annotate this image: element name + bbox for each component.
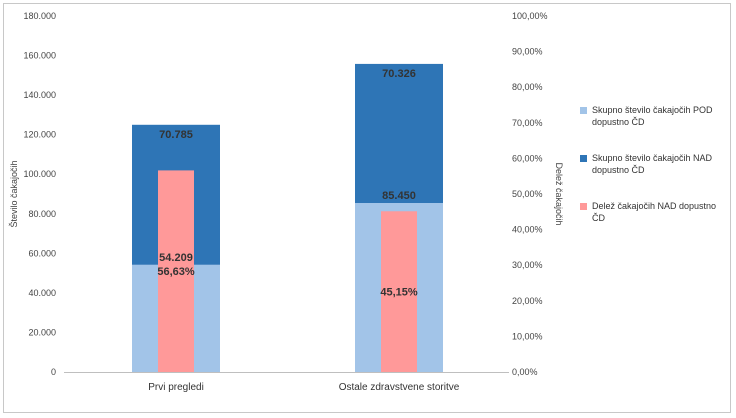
data-label-delez: 56,63%	[157, 266, 195, 278]
y2-tick-label: 20,00%	[512, 296, 543, 306]
y2-tick-label: 90,00%	[512, 47, 543, 57]
y2-axis-ticks: 0,00% 10,00% 20,00% 30,00% 40,00% 50,00% 60,00…	[512, 11, 548, 377]
chart-frame: 0 20.000 40.000 60.000 80.000 100.000 120.000 1…	[3, 3, 731, 413]
y-tick-label: 160.000	[23, 51, 56, 61]
data-labels-layer: 70.785 54.209 56,63% 70.326 85.450 45,15%	[157, 68, 418, 299]
legend-item-pod: Skupno število čakajočih POD dopustno ČD	[580, 104, 730, 128]
y-tick-label: 20.000	[28, 327, 56, 337]
y2-tick-label: 70,00%	[512, 118, 543, 128]
legend-swatch-pod	[580, 107, 587, 114]
legend-label-share: Delež čakajočih NAD dopustno ČD	[592, 201, 717, 223]
y-tick-label: 120.000	[23, 130, 56, 140]
data-label-nad: 70.785	[159, 129, 193, 141]
y2-tick-label: 100,00%	[512, 11, 548, 21]
data-label-nad: 70.326	[382, 68, 416, 80]
y-tick-label: 0	[51, 367, 56, 377]
y2-tick-label: 40,00%	[512, 225, 543, 235]
y2-tick-label: 60,00%	[512, 153, 543, 163]
bars-layer	[132, 63, 443, 372]
bar-delez-nad-dopustno-cd	[381, 211, 417, 372]
y-tick-label: 40.000	[28, 288, 56, 298]
legend-item-nad: Skupno število čakajočih NAD dopustno ČD	[580, 152, 730, 176]
y-tick-label: 80.000	[28, 209, 56, 219]
y-tick-label: 140.000	[23, 90, 56, 100]
y2-tick-label: 0,00%	[512, 367, 538, 377]
data-label-pod: 54.209	[159, 252, 193, 264]
y2-axis-title: Delež čakajočih	[554, 162, 564, 225]
legend-item-share: Delež čakajočih NAD dopustno ČD	[580, 200, 730, 224]
legend-label-pod: Skupno število čakajočih POD dopustno ČD	[592, 105, 713, 127]
y2-tick-label: 50,00%	[512, 189, 543, 199]
data-label-pod: 85.450	[382, 190, 416, 202]
y-axis-ticks: 0 20.000 40.000 60.000 80.000 100.000 120.000 1…	[23, 11, 56, 377]
legend-swatch-share	[580, 203, 587, 210]
y-axis-title: Število čakajočih	[9, 160, 19, 227]
category-labels: Prvi pregledi Ostale zdravstvene storitve	[148, 382, 460, 393]
category-label: Ostale zdravstvene storitve	[339, 382, 460, 393]
y-tick-label: 180.000	[23, 11, 56, 21]
category-label: Prvi pregledi	[148, 382, 204, 393]
bar-nad-dopustno-cd	[355, 63, 443, 203]
y-tick-label: 100.000	[23, 169, 56, 179]
y2-tick-label: 30,00%	[512, 260, 543, 270]
legend-swatch-nad	[580, 155, 587, 162]
legend-label-nad: Skupno število čakajočih NAD dopustno ČD	[592, 153, 713, 175]
combo-chart: 0 20.000 40.000 60.000 80.000 100.000 120.000 1…	[9, 11, 564, 393]
y-tick-label: 60.000	[28, 248, 56, 258]
bar-delez-nad-dopustno-cd	[158, 170, 194, 372]
y2-tick-label: 80,00%	[512, 82, 543, 92]
y2-tick-label: 10,00%	[512, 331, 543, 341]
legend: Skupno število čakajočih POD dopustno ČD…	[580, 104, 730, 248]
data-label-delez: 45,15%	[380, 287, 418, 299]
